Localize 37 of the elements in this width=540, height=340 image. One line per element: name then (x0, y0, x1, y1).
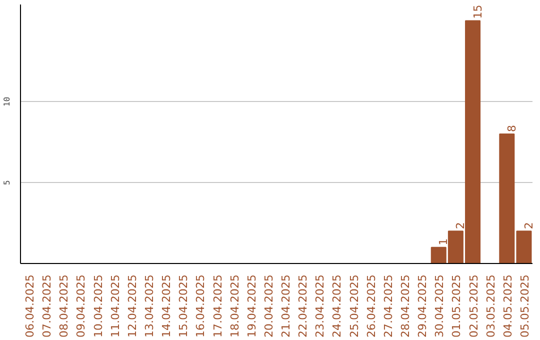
data-label: 15 (471, 4, 484, 19)
x-tick-label: 25.04.2025 (348, 274, 361, 338)
data-label: 1 (437, 238, 450, 246)
x-tick-label: 02.05.2025 (467, 274, 480, 338)
x-tick-label: 27.04.2025 (382, 274, 395, 338)
x-tick-label: 01.05.2025 (450, 274, 464, 338)
x-tick-label: 05.05.2025 (518, 274, 532, 338)
x-tick-label: 14.04.2025 (160, 274, 174, 338)
y-tick-label: 5 (2, 180, 12, 185)
x-tick-label: 24.04.2025 (330, 274, 344, 338)
x-tick-label: 15.04.2025 (177, 274, 190, 338)
x-tick-label: 18.04.2025 (228, 274, 242, 338)
x-tick-label: 10.04.2025 (92, 274, 105, 338)
x-tick-label: 12.04.2025 (126, 274, 139, 338)
x-tick-label: 28.04.2025 (399, 274, 412, 338)
x-tick-label: 13.04.2025 (143, 274, 156, 338)
data-label: 8 (505, 125, 518, 132)
x-tick-label: 11.04.2025 (108, 274, 122, 338)
x-tick-label: 29.04.2025 (416, 274, 430, 338)
x-tick-label: 22.04.2025 (296, 274, 310, 338)
x-tick-label: 23.04.2025 (314, 274, 327, 338)
x-tick-label: 30.04.2025 (433, 274, 446, 338)
x-tick-label: 20.04.2025 (262, 274, 276, 338)
data-label: 2 (454, 222, 468, 230)
x-tick-label: 06.04.2025 (24, 274, 37, 338)
x-tick-label: 17.04.2025 (211, 274, 224, 338)
data-label: 2 (522, 222, 536, 230)
x-tick-label: 03.05.2025 (484, 274, 498, 338)
x-tick-label: 04.05.2025 (501, 274, 514, 338)
x-tick-label: 07.04.2025 (40, 274, 54, 338)
x-tick-label: 21.04.2025 (280, 274, 293, 338)
x-tick-label: 26.04.2025 (364, 274, 378, 338)
x-tick-label: 08.04.2025 (58, 274, 71, 338)
x-tick-label: 16.04.2025 (194, 274, 208, 338)
x-tick-label: 19.04.2025 (245, 274, 258, 338)
y-tick-label: 10 (2, 96, 12, 106)
x-tick-label: 09.04.2025 (74, 274, 88, 338)
